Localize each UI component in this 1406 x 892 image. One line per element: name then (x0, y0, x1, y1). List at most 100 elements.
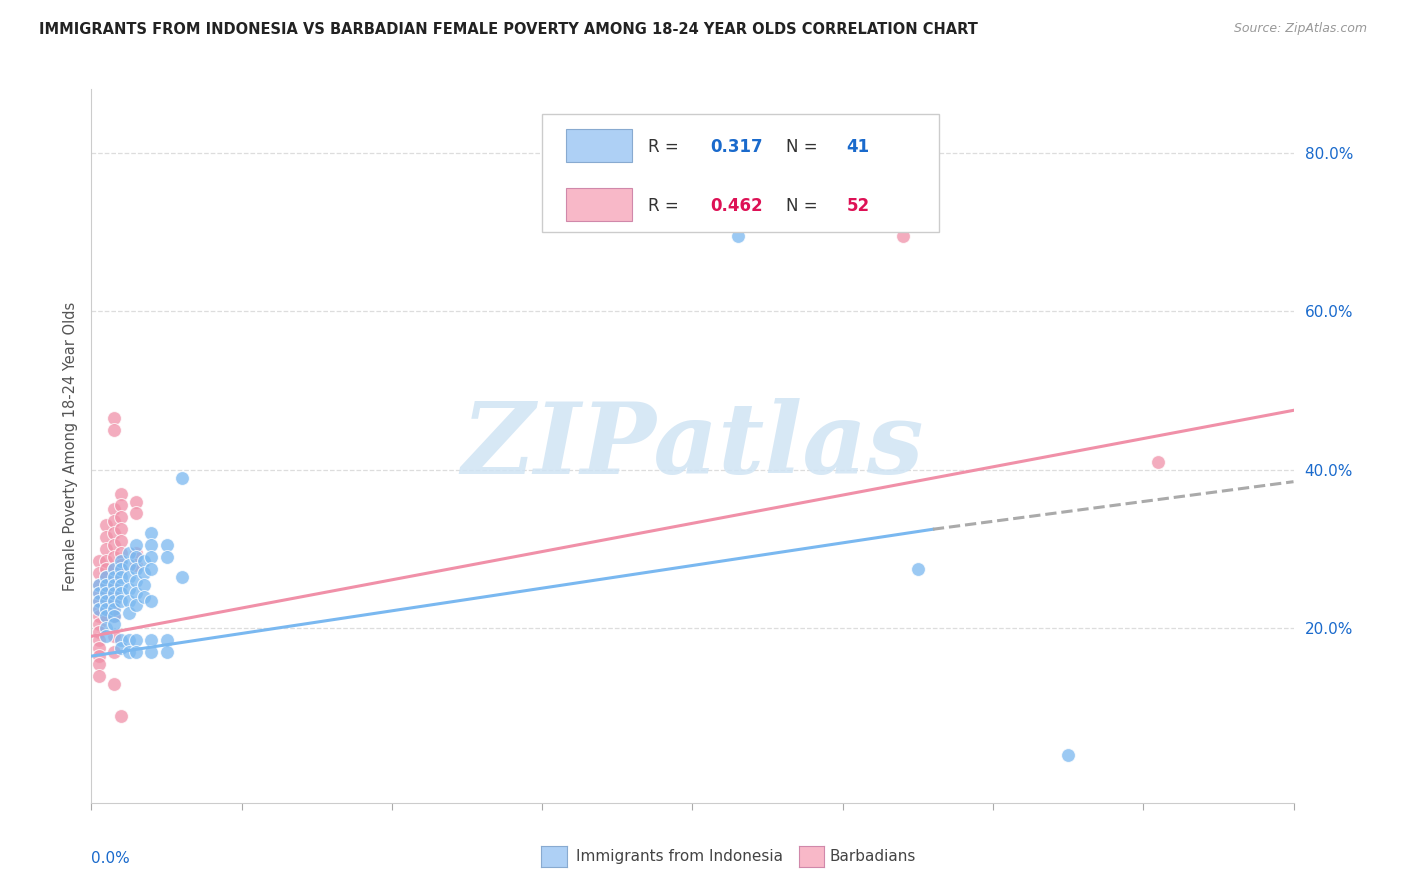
Point (96, 562, 118, 576)
Y-axis label: Female Poverty Among 18-24 Year Olds: Female Poverty Among 18-24 Year Olds (62, 301, 77, 591)
Point (141, 562, 163, 576)
Point (118, 633, 141, 648)
Point (87, 601, 110, 615)
Point (103, 593, 125, 607)
Point (118, 645, 141, 659)
Point (87, 625, 110, 640)
Point (96, 593, 118, 607)
Point (103, 549, 125, 564)
Point (103, 411, 125, 425)
Point (103, 629, 125, 643)
Point (125, 598, 148, 612)
Point (103, 617, 125, 632)
Point (118, 570, 141, 584)
Text: N =: N = (786, 197, 823, 215)
Point (96, 621, 118, 635)
Point (170, 570, 193, 584)
Point (103, 502, 125, 516)
Point (1057, 748, 1080, 763)
Point (110, 578, 132, 592)
Point (87, 649, 110, 664)
Text: IMMIGRANTS FROM INDONESIA VS BARBADIAN FEMALE POVERTY AMONG 18-24 YEAR OLDS CORR: IMMIGRANTS FROM INDONESIA VS BARBADIAN F… (39, 22, 979, 37)
Point (110, 554, 132, 568)
Point (96, 578, 118, 592)
Text: 52: 52 (846, 197, 869, 215)
Point (125, 538, 148, 552)
Point (87, 669, 110, 683)
Point (118, 593, 141, 607)
Point (141, 538, 163, 552)
Point (96, 585, 118, 599)
Point (103, 526, 125, 541)
Text: Source: ZipAtlas.com: Source: ZipAtlas.com (1233, 22, 1367, 36)
Text: 0.0%: 0.0% (91, 851, 131, 866)
Point (125, 645, 148, 659)
Text: R =: R = (648, 197, 683, 215)
Point (727, 228, 749, 243)
Point (118, 558, 141, 572)
Point (141, 549, 163, 564)
Text: ZIPatlas: ZIPatlas (461, 398, 924, 494)
Point (87, 633, 110, 648)
Point (87, 593, 110, 607)
Point (96, 585, 118, 599)
Point (87, 566, 110, 580)
Point (155, 633, 177, 648)
Point (103, 562, 125, 576)
Point (132, 578, 155, 592)
Point (87, 585, 110, 599)
Point (110, 562, 132, 576)
Point (96, 601, 118, 615)
Point (125, 562, 148, 576)
Point (110, 499, 132, 513)
Point (96, 601, 118, 615)
Point (87, 657, 110, 671)
FancyBboxPatch shape (567, 128, 633, 161)
Point (125, 633, 148, 648)
Point (110, 570, 132, 584)
Point (125, 585, 148, 599)
Point (103, 514, 125, 528)
Point (155, 549, 177, 564)
Point (132, 554, 155, 568)
Point (96, 570, 118, 584)
Text: R =: R = (648, 138, 683, 156)
Point (103, 598, 125, 612)
Point (891, 228, 914, 243)
Point (141, 633, 163, 648)
Point (125, 574, 148, 588)
Point (96, 609, 118, 624)
Point (87, 585, 110, 599)
Point (103, 677, 125, 691)
Point (96, 518, 118, 533)
Point (96, 554, 118, 568)
Point (110, 534, 132, 549)
Point (110, 708, 132, 723)
Point (110, 522, 132, 536)
FancyBboxPatch shape (567, 187, 633, 220)
Point (125, 546, 148, 560)
Point (103, 609, 125, 624)
Text: 41: 41 (846, 138, 869, 156)
Point (132, 566, 155, 580)
Point (110, 486, 132, 500)
Point (96, 609, 118, 624)
Point (118, 606, 141, 620)
Point (125, 549, 148, 564)
Point (87, 641, 110, 656)
Point (110, 585, 132, 599)
FancyBboxPatch shape (543, 114, 939, 232)
Point (96, 578, 118, 592)
Point (96, 570, 118, 584)
Point (103, 578, 125, 592)
Point (103, 562, 125, 576)
Point (110, 510, 132, 524)
Point (103, 601, 125, 615)
Point (87, 554, 110, 568)
Point (87, 578, 110, 592)
Point (103, 585, 125, 599)
Point (96, 629, 118, 643)
Text: 0.462: 0.462 (710, 197, 763, 215)
Text: N =: N = (786, 138, 823, 156)
Point (103, 609, 125, 624)
